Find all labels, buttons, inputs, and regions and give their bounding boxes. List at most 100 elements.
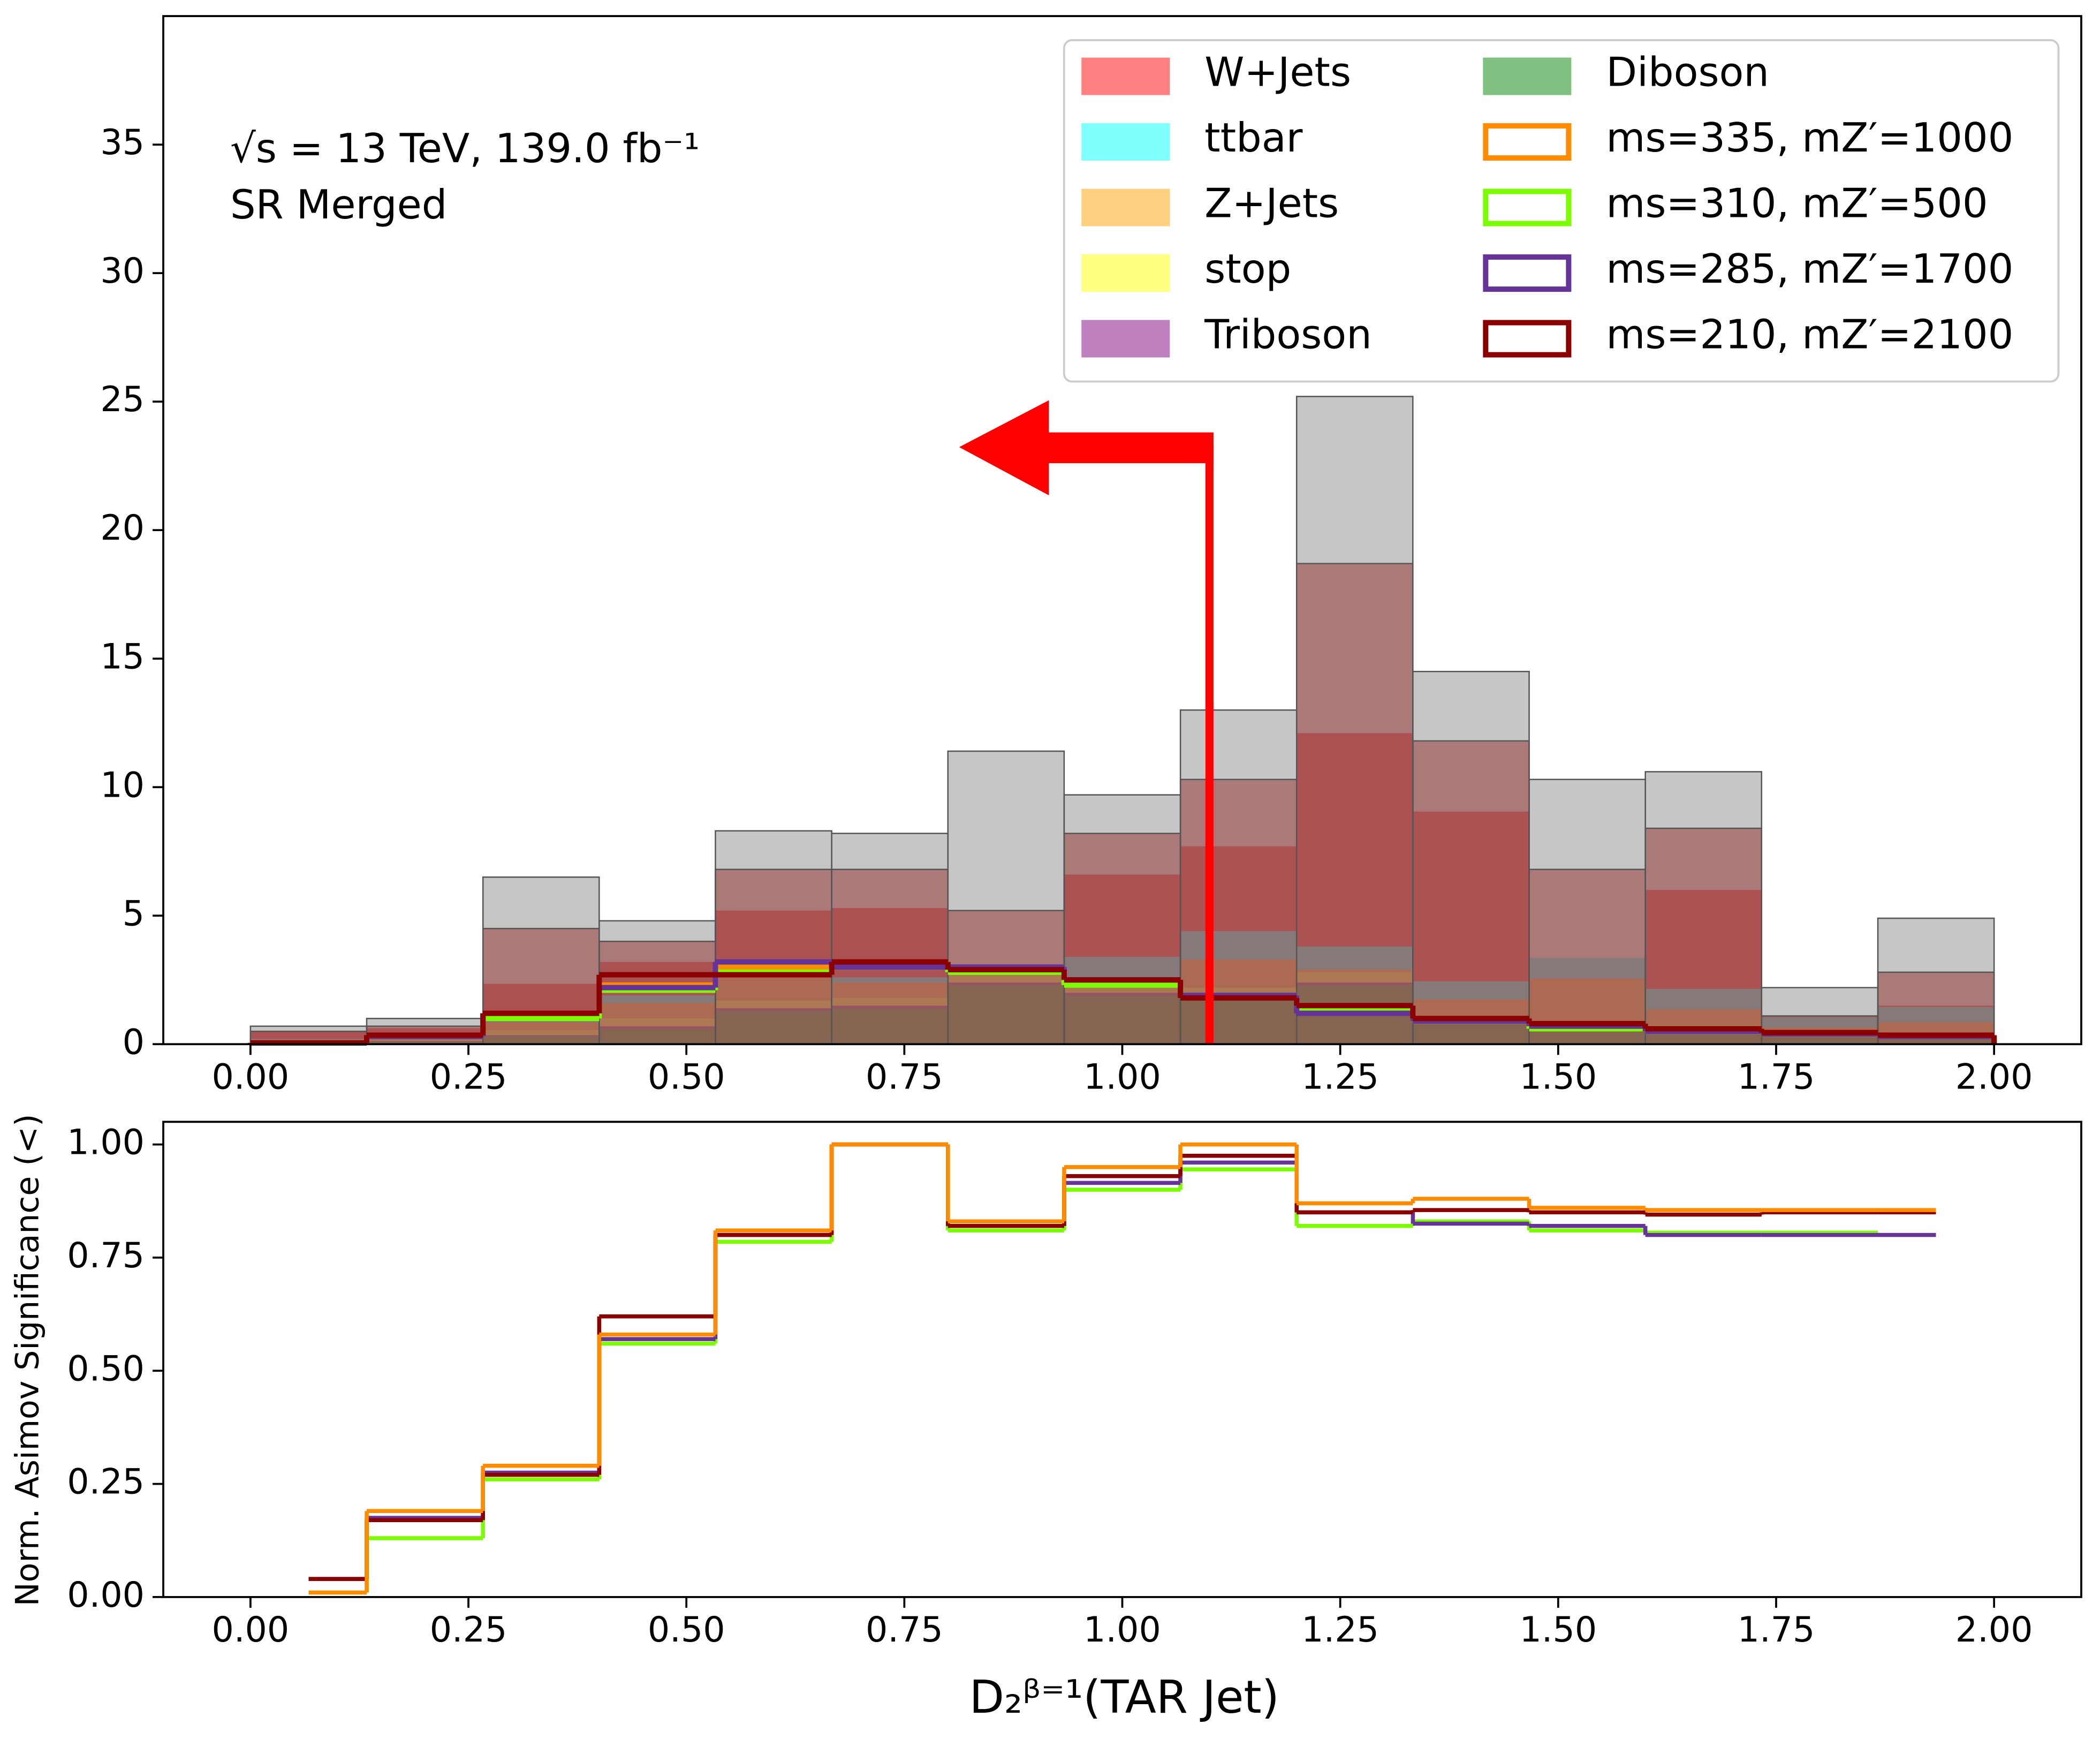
y-tick-label: 20 — [100, 508, 145, 548]
stack-bar — [366, 1040, 483, 1041]
stack-bar — [483, 1022, 600, 1030]
stack-bar — [250, 1031, 367, 1039]
x-axis-label: D₂ᵝ⁼¹(TAR Jet) — [969, 1671, 1279, 1724]
stack-bar — [1180, 959, 1297, 988]
stack-bar — [715, 910, 832, 967]
stack-bar — [366, 1041, 483, 1042]
x-tick-label: 1.00 — [1083, 1610, 1161, 1650]
y-tick-label: 10 — [100, 765, 145, 805]
stack-bar — [831, 982, 948, 998]
stack-bar — [599, 1028, 716, 1045]
stack-bar — [599, 1003, 716, 1019]
legend-swatch — [1081, 188, 1170, 226]
legend-swatch — [1483, 254, 1572, 292]
x-tick-label: 1.50 — [1519, 1057, 1597, 1097]
stack-bar — [715, 1000, 832, 1009]
stack-bar — [483, 1030, 600, 1035]
stack-bar — [483, 1036, 600, 1045]
stack-bar — [1761, 1017, 1878, 1028]
stack-bar — [1064, 987, 1181, 993]
stack-bar — [599, 1018, 716, 1026]
x-tick-label: 1.25 — [1301, 1057, 1379, 1097]
stack-bar — [1297, 946, 1413, 970]
stack-bar — [947, 985, 1064, 1045]
legend-swatch — [1081, 123, 1170, 161]
overlay-bar — [1644, 827, 1763, 1045]
legend-swatch — [1081, 254, 1170, 292]
overlay-bar — [715, 830, 832, 1045]
y-tick-label: 0 — [123, 1022, 145, 1062]
stack-bar — [1297, 982, 1413, 985]
x-tick-label: 0.00 — [212, 1610, 290, 1650]
y-tick-label: 25 — [100, 380, 145, 420]
stack-bar — [1645, 890, 1762, 989]
legend-label: ttbar — [1204, 114, 1302, 161]
y-tick-label: 35 — [100, 123, 145, 163]
overlay-bar — [1412, 670, 1530, 1045]
stack-bar — [1529, 958, 1646, 979]
x-tick-label: 0.50 — [648, 1057, 725, 1097]
stack-bar — [1064, 957, 1181, 978]
x-tick-label: 0.50 — [648, 1610, 725, 1650]
x-tick-label: 0.75 — [866, 1057, 943, 1097]
stack-bar — [599, 995, 716, 1003]
legend-label: stop — [1204, 245, 1291, 292]
legend-label: ms=210, mZ′=2100 — [1606, 311, 2013, 358]
overlay-bar — [482, 928, 600, 1045]
legend-label: ms=310, mZ′=500 — [1606, 180, 1988, 227]
stack-bar — [1064, 993, 1181, 996]
legend-swatch — [1483, 188, 1572, 226]
y-tick-label: 0.75 — [67, 1236, 145, 1276]
stack-bar — [831, 997, 948, 1006]
legend-swatch — [1483, 123, 1572, 161]
y-tick-label: 30 — [100, 251, 145, 291]
overlay-bar — [366, 1018, 484, 1045]
overlay-bar — [1295, 563, 1414, 1045]
stack-bar — [250, 1039, 367, 1041]
overlay-bar — [1528, 868, 1646, 1045]
legend-label: ms=335, mZ′=1000 — [1606, 114, 2013, 161]
stack-bar — [1297, 733, 1413, 947]
x-tick-label: 1.75 — [1738, 1057, 1815, 1097]
overlay-bar — [1412, 740, 1530, 1045]
legend-label: Z+Jets — [1204, 180, 1339, 227]
overlay-bar — [1528, 778, 1646, 1045]
overlay-bar — [715, 868, 832, 1045]
cut-arrow — [959, 400, 1214, 496]
stack-bar — [1413, 811, 1529, 981]
stack-bar — [947, 982, 1064, 985]
stack-bar — [1413, 981, 1529, 1000]
overlay-bar — [831, 833, 949, 1045]
y-tick-label: 15 — [100, 637, 145, 677]
legend-label: Triboson — [1204, 311, 1371, 358]
legend-swatch — [1081, 57, 1170, 95]
stack-bar — [366, 1041, 483, 1045]
stack-bar — [1761, 1036, 1878, 1045]
x-tick-label: 0.00 — [212, 1057, 290, 1097]
x-tick-label: 0.75 — [866, 1610, 943, 1650]
x-tick-label: 2.00 — [1955, 1610, 2033, 1650]
legend-label: ms=285, mZ′=1700 — [1606, 245, 2013, 292]
annotation: SR Merged — [230, 181, 447, 228]
stack-bar — [1180, 931, 1297, 959]
stack-bar — [1529, 978, 1646, 1023]
overlay-bar — [1179, 778, 1298, 1045]
stack-bar — [831, 977, 948, 983]
overlay-bar — [947, 910, 1065, 1045]
x-tick-label: 1.50 — [1519, 1610, 1597, 1650]
stack-bar — [1878, 1007, 1995, 1023]
stack-bar — [1064, 995, 1181, 1045]
y-tick-label: 5 — [123, 894, 145, 934]
y-tick-label: 0.25 — [67, 1462, 145, 1502]
legend-label: Diboson — [1606, 49, 1769, 96]
legend-swatch — [1483, 57, 1572, 95]
stack-bar — [1297, 972, 1413, 983]
overlay-bar — [831, 868, 949, 1045]
plot-frame — [162, 1121, 2082, 1598]
annotation: √s = 13 TeV, 139.0 fb⁻¹ — [230, 125, 700, 172]
stack-bar — [1645, 1009, 1762, 1025]
stack-bar — [483, 1035, 600, 1037]
overlay-bar — [1063, 794, 1181, 1045]
legend-box — [1063, 39, 2060, 383]
